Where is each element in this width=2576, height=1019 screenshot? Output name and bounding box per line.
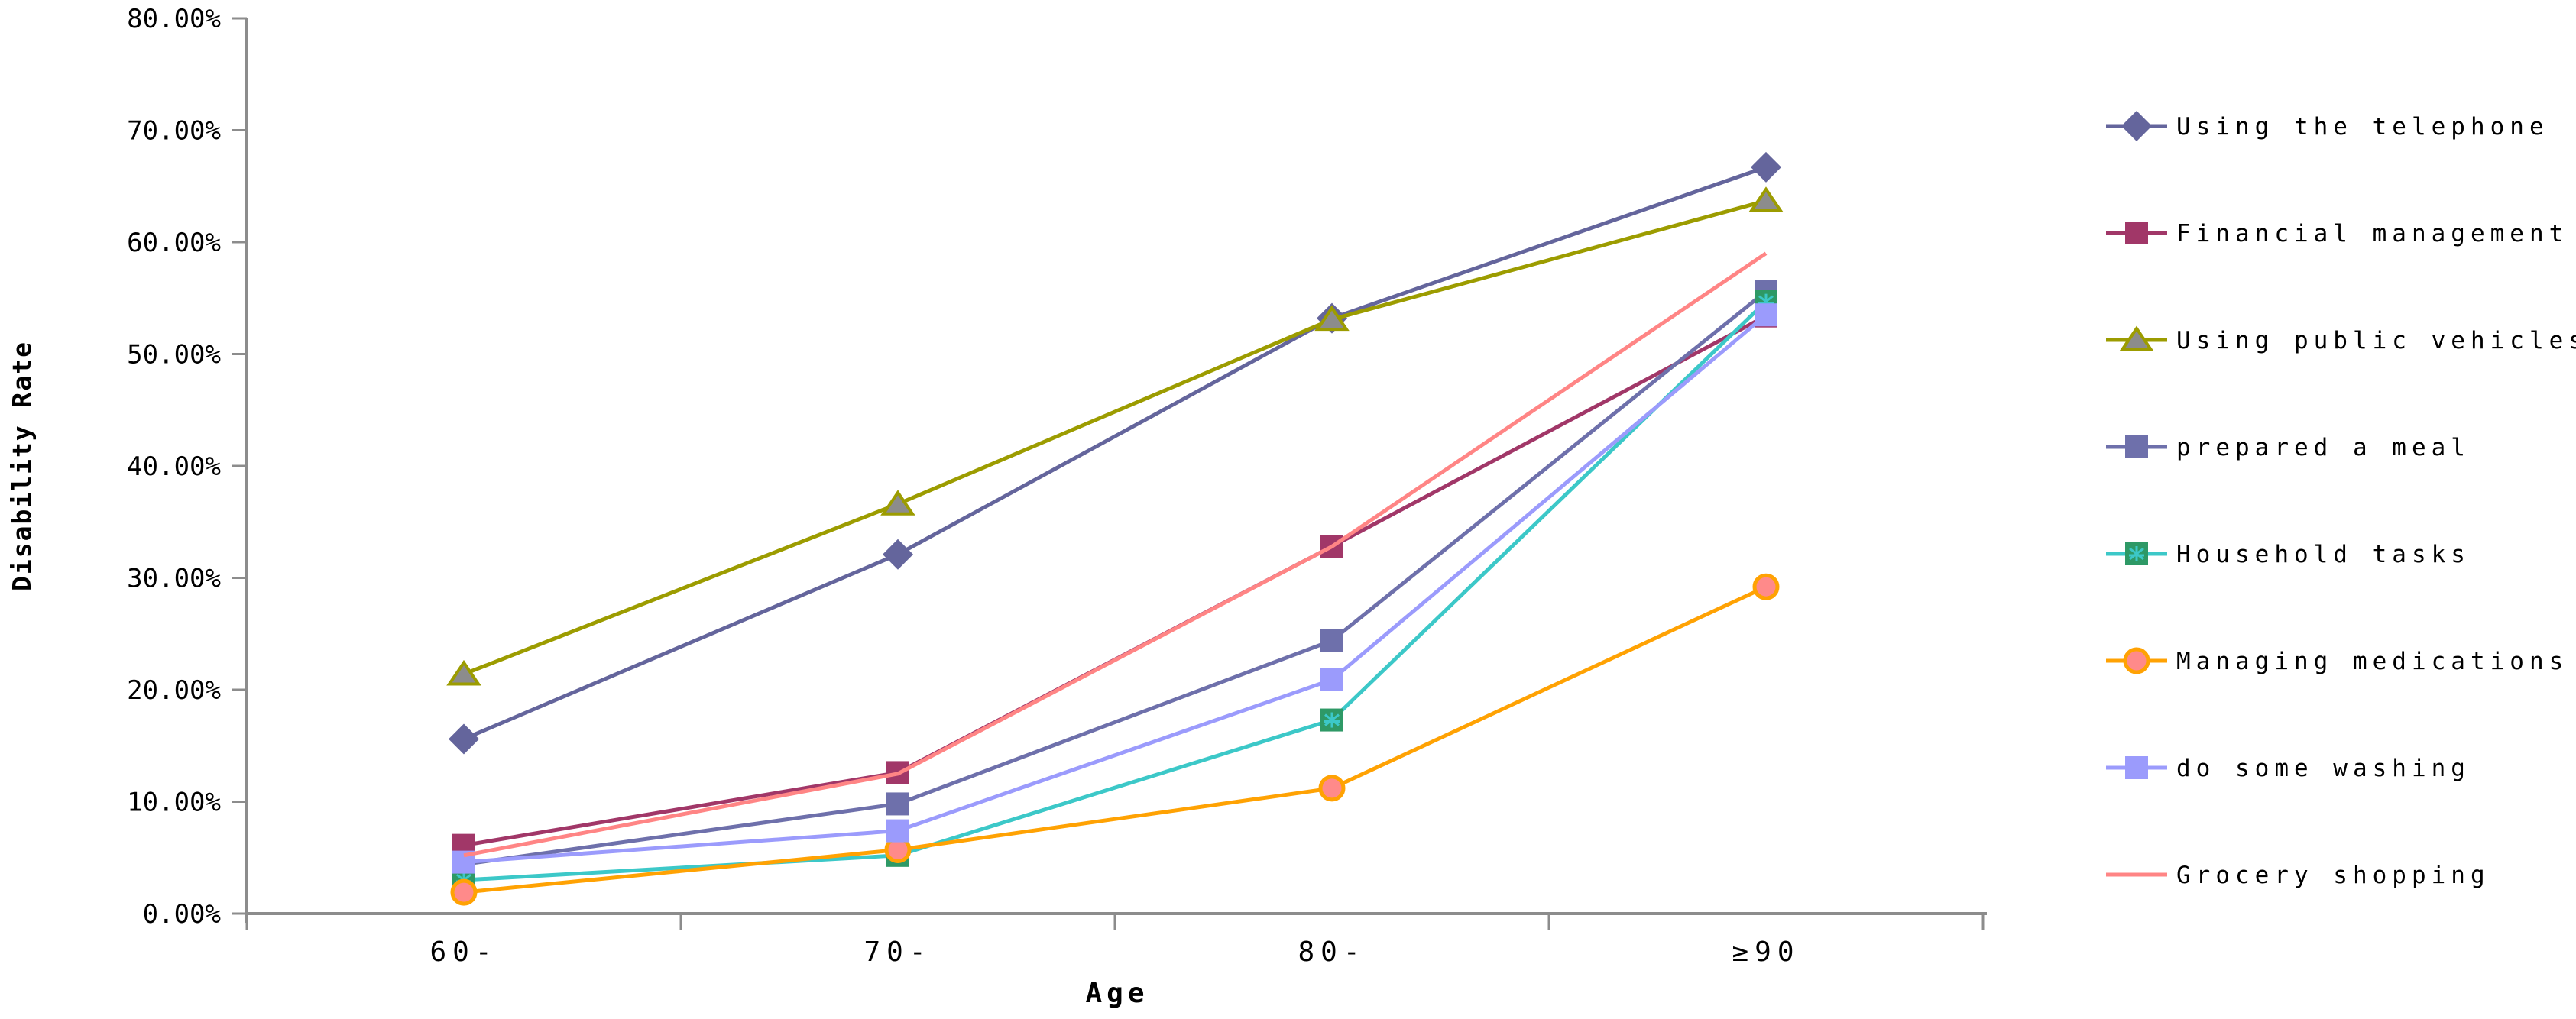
x-tick-label: 80- <box>1298 937 1366 968</box>
legend-marker-managing-medications <box>2123 647 2150 674</box>
data-point-managing-medications-3 <box>1752 573 1780 600</box>
legend-marker-prepared-a-meal <box>2125 435 2148 458</box>
data-point-prepared-a-meal-2 <box>1320 629 1343 652</box>
x-tick-label: ≥90 <box>1732 937 1800 968</box>
series-line-do-some-washing <box>463 313 1768 865</box>
series-line-grocery-shopping <box>463 251 1768 858</box>
series-line-prepared-a-meal <box>463 290 1768 867</box>
y-tick-label: 10.00% <box>127 788 221 818</box>
data-point-prepared-a-meal-1 <box>886 792 909 816</box>
series-using-the-telephone <box>449 151 1781 755</box>
legend-item-grocery-shopping: Grocery shopping <box>2106 862 2490 889</box>
y-tick-label: 50.00% <box>127 340 221 370</box>
y-tick-label: 60.00% <box>127 228 221 258</box>
data-point-using-public-vehicles-3 <box>1748 186 1784 212</box>
legend-marker-using-public-vehicles <box>2119 325 2154 351</box>
legend-label: Using public vehicles <box>2176 327 2576 354</box>
plot-area: 0.00% 10.00% 20.00% 30.00% 40.00% 50.00% 60.00… <box>127 4 1987 968</box>
legend-item-using-public-vehicles: Using public vehicles <box>2106 325 2576 354</box>
legend-item-financial-management: Financial management <box>2106 220 2568 247</box>
y-axis-title: Disability Rate <box>7 341 37 591</box>
data-point-do-some-washing-2 <box>1320 668 1343 691</box>
x-tick-label: 70- <box>864 937 932 968</box>
legend-label: Managing medications <box>2176 648 2568 675</box>
series-grocery-shopping <box>463 251 1768 858</box>
data-point-using-the-telephone-0 <box>449 723 479 755</box>
marker-star-line <box>2129 547 2144 561</box>
series-line-using-public-vehicles <box>463 199 1767 676</box>
data-point-do-some-washing-3 <box>1755 303 1777 327</box>
legend-item-household-tasks: Household tasks <box>2106 541 2471 568</box>
x-tick-label: 60- <box>429 937 497 968</box>
data-point-do-some-washing-1 <box>886 819 909 843</box>
data-point-managing-medications-0 <box>450 878 478 906</box>
series-financial-management <box>452 304 1777 857</box>
legend-label: do some washing <box>2176 755 2471 782</box>
legend-marker-financial-management <box>2125 222 2148 244</box>
series-line-using-the-telephone <box>463 165 1767 741</box>
legend-item-managing-medications: Managing medications <box>2106 647 2568 675</box>
y-tick-label: 20.00% <box>127 675 221 706</box>
data-point-managing-medications-2 <box>1318 775 1346 802</box>
y-tick-label: 0.00% <box>143 899 221 930</box>
series-line-household-tasks <box>463 299 1768 882</box>
legend-item-do-some-washing: do some washing <box>2106 755 2471 782</box>
legend-item-prepared-a-meal: prepared a meal <box>2106 434 2471 461</box>
y-tick-label: 80.00% <box>127 4 221 34</box>
legend-marker-do-some-washing <box>2125 756 2148 779</box>
series-using-public-vehicles <box>446 186 1784 686</box>
legend-label: Household tasks <box>2176 541 2471 568</box>
legend-label: prepared a meal <box>2176 434 2471 461</box>
legend: Using the telephone Financial management U… <box>2106 111 2576 889</box>
y-tick-label: 30.00% <box>127 564 221 594</box>
x-axis-title: Age <box>1085 978 1149 1009</box>
legend-label: Grocery shopping <box>2176 862 2490 889</box>
series-line-financial-management <box>463 314 1768 848</box>
data-point-using-public-vehicles-0 <box>446 659 481 686</box>
legend-item-using-the-telephone: Using the telephone <box>2106 111 2549 141</box>
data-point-using-the-telephone-1 <box>883 539 913 570</box>
legend-label: Using the telephone <box>2176 113 2549 141</box>
legend-label: Financial management <box>2176 220 2568 247</box>
data-point-using-public-vehicles-2 <box>1314 305 1350 332</box>
series-line-managing-medications <box>463 584 1768 894</box>
data-point-using-public-vehicles-1 <box>880 490 915 516</box>
legend-marker-using-the-telephone <box>2121 111 2152 141</box>
y-tick-label: 40.00% <box>127 451 221 482</box>
series-managing-medications <box>450 573 1780 906</box>
y-tick-label: 70.00% <box>127 116 221 147</box>
data-point-using-the-telephone-3 <box>1751 151 1781 183</box>
marker-star-line <box>1324 713 1340 726</box>
